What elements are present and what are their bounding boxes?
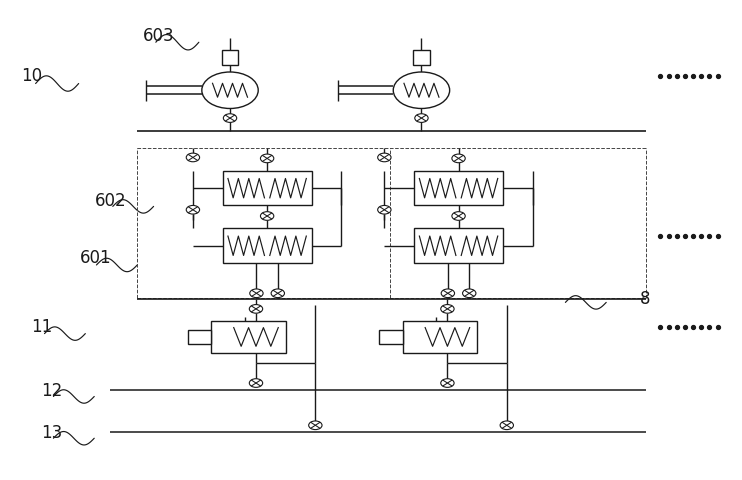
Text: 12: 12 <box>41 382 62 400</box>
Bar <box>403 322 477 352</box>
Circle shape <box>452 212 465 220</box>
Circle shape <box>378 205 391 214</box>
Circle shape <box>452 154 465 163</box>
Circle shape <box>271 289 284 298</box>
Bar <box>223 228 312 263</box>
Bar <box>414 228 503 263</box>
Circle shape <box>500 421 513 430</box>
Bar <box>223 171 312 205</box>
Text: 602: 602 <box>95 192 127 210</box>
Circle shape <box>441 379 454 387</box>
Circle shape <box>186 153 200 162</box>
Text: 601: 601 <box>80 249 112 267</box>
Text: 603: 603 <box>142 27 174 45</box>
Circle shape <box>393 72 450 108</box>
Circle shape <box>186 205 200 214</box>
Bar <box>211 322 286 352</box>
Text: 11: 11 <box>31 318 53 336</box>
Text: 8: 8 <box>640 289 650 308</box>
Bar <box>222 50 238 65</box>
Bar <box>414 171 503 205</box>
Circle shape <box>462 289 476 298</box>
Text: 10: 10 <box>21 67 42 85</box>
Circle shape <box>309 421 322 430</box>
Bar <box>188 330 211 344</box>
Circle shape <box>441 289 455 298</box>
Circle shape <box>260 212 274 220</box>
Circle shape <box>250 289 263 298</box>
Bar <box>379 330 403 344</box>
Circle shape <box>249 379 263 387</box>
Circle shape <box>202 72 258 108</box>
Circle shape <box>378 153 391 162</box>
Circle shape <box>249 304 263 313</box>
Circle shape <box>441 304 454 313</box>
Circle shape <box>260 154 274 163</box>
Circle shape <box>223 114 237 122</box>
Text: 13: 13 <box>41 424 62 442</box>
Circle shape <box>415 114 428 122</box>
Bar <box>413 50 430 65</box>
